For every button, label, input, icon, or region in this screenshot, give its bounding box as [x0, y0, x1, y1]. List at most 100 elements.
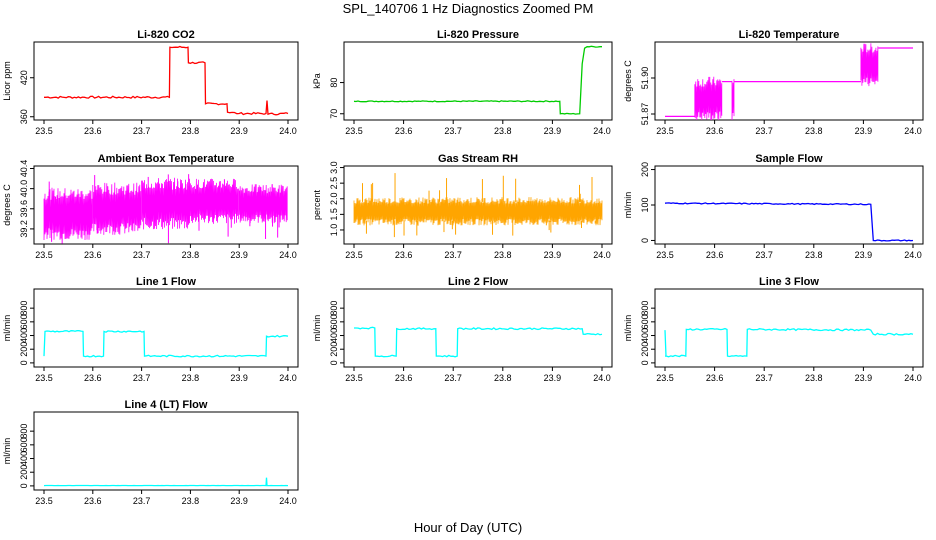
series-band	[43, 187, 93, 241]
y-axis-label: Licor ppm	[2, 61, 12, 101]
series-band	[860, 43, 879, 87]
x-tick-label: 23.5	[345, 373, 363, 383]
y-tick-label: 39.6	[19, 200, 29, 218]
plot-area	[664, 327, 914, 358]
panel-frame	[33, 165, 299, 245]
x-tick-label: 23.9	[855, 250, 873, 260]
series-band	[731, 79, 735, 120]
series-band	[92, 182, 142, 235]
y-tick-label: 2.5	[329, 177, 339, 190]
y-axis-label: ml/min	[623, 192, 633, 219]
plot-area	[665, 43, 913, 120]
plot-area	[43, 174, 288, 244]
y-tick-label: 400	[640, 328, 650, 343]
y-tick-label: 0	[329, 360, 339, 365]
x-tick-label: 23.9	[855, 373, 873, 383]
series-band	[141, 177, 191, 230]
plot-area	[44, 45, 289, 116]
series-line	[43, 477, 289, 487]
series-line	[664, 327, 914, 358]
y-tick-label: 200	[640, 162, 650, 177]
panel-co2: Li-820 CO2 Licor ppm 23.5 23.6 23.7 23.8 23.9 2…	[2, 29, 299, 136]
x-tick-label: 23.8	[182, 126, 200, 136]
x-tick-label: 24.0	[279, 250, 297, 260]
x-tick-label: 24.0	[593, 373, 611, 383]
panel-frame	[654, 41, 924, 121]
x-tick-label: 23.7	[444, 126, 462, 136]
x-tick-label: 23.9	[230, 250, 248, 260]
y-tick-label: 600	[329, 314, 339, 329]
panel-title: Line 4 (LT) Flow	[125, 399, 208, 411]
panel-title: Li-820 Pressure	[437, 29, 519, 41]
x-tick-label: 23.6	[84, 126, 102, 136]
panel-frame	[343, 288, 613, 368]
x-tick-label: 23.7	[133, 126, 151, 136]
y-axis-label: kPa	[312, 73, 322, 89]
y-tick-label: 200	[640, 342, 650, 357]
y-tick-label: 100	[640, 197, 650, 212]
y-tick-label: 600	[640, 314, 650, 329]
y-tick-label: 200	[19, 465, 29, 480]
x-tick-label: 23.7	[133, 373, 151, 383]
x-tick-label: 23.6	[395, 373, 413, 383]
panel-title: Line 2 Flow	[448, 276, 508, 288]
x-tick-label: 23.7	[133, 250, 151, 260]
y-axis-label: degrees C	[623, 60, 633, 102]
x-tick-label: 23.5	[35, 250, 53, 260]
panel-frame	[343, 165, 613, 245]
panel-line1: Line 1 Flow ml/min 23.5 23.6 23.7 23.8 23.9 24.…	[2, 276, 299, 383]
figure-xlabel: Hour of Day (UTC)	[414, 520, 522, 535]
x-tick-label: 23.7	[755, 250, 773, 260]
panel-line2: Line 2 Flow ml/min 23.5 23.6 23.7 23.8 23.9 24.…	[312, 276, 613, 383]
y-tick-label: 51.90	[640, 67, 650, 90]
x-tick-label: 23.6	[84, 250, 102, 260]
x-tick-label: 24.0	[279, 373, 297, 383]
x-tick-label: 23.6	[706, 250, 724, 260]
y-tick-label: 51.87	[640, 103, 650, 126]
x-tick-label: 23.5	[656, 126, 674, 136]
x-tick-label: 23.7	[444, 250, 462, 260]
y-tick-label: 2.0	[329, 193, 339, 206]
y-tick-label: 600	[19, 314, 29, 329]
x-tick-label: 23.7	[444, 373, 462, 383]
y-tick-label: 40.0	[19, 180, 29, 198]
panel-title: Gas Stream RH	[438, 153, 518, 165]
y-tick-label: 1.0	[329, 224, 339, 237]
y-axis-label: ml/min	[2, 438, 12, 465]
x-tick-label: 23.8	[182, 496, 200, 506]
series-band	[189, 178, 239, 224]
x-tick-label: 24.0	[593, 250, 611, 260]
x-tick-label: 23.8	[805, 373, 823, 383]
y-tick-label: 39.2	[19, 220, 29, 238]
plot-area	[353, 173, 603, 238]
y-tick-label: 3.0	[329, 161, 339, 174]
x-tick-label: 23.9	[855, 126, 873, 136]
panel-sample: Sample Flow ml/min 23.5 23.6 23.7 23.8 23.9 24.…	[623, 153, 924, 260]
plot-area	[353, 45, 602, 115]
y-tick-label: 70	[329, 109, 339, 119]
panel-rh: Gas Stream RH percent 23.5 23.6 23.7 23.8 23.9…	[312, 153, 613, 260]
x-tick-label: 23.7	[755, 373, 773, 383]
x-tick-label: 23.8	[805, 126, 823, 136]
panel-title: Li-820 Temperature	[739, 29, 840, 41]
x-tick-label: 23.5	[345, 126, 363, 136]
x-tick-label: 23.9	[230, 496, 248, 506]
series-band	[353, 197, 603, 226]
panel-line3: Line 3 Flow ml/min 23.5 23.6 23.7 23.8 23.9 24.…	[623, 276, 924, 383]
panel-frame	[654, 165, 924, 245]
plot-area	[43, 477, 289, 487]
y-tick-label: 800	[19, 301, 29, 316]
y-axis-label: ml/min	[623, 315, 633, 342]
x-tick-label: 24.0	[593, 126, 611, 136]
y-tick-label: 800	[329, 301, 339, 316]
series-line	[354, 326, 603, 358]
panel-frame	[343, 41, 613, 121]
x-tick-label: 23.9	[230, 373, 248, 383]
x-tick-label: 23.5	[35, 496, 53, 506]
x-tick-label: 23.8	[494, 126, 512, 136]
y-tick-label: 400	[19, 451, 29, 466]
x-tick-label: 24.0	[279, 126, 297, 136]
series-line	[664, 202, 914, 242]
